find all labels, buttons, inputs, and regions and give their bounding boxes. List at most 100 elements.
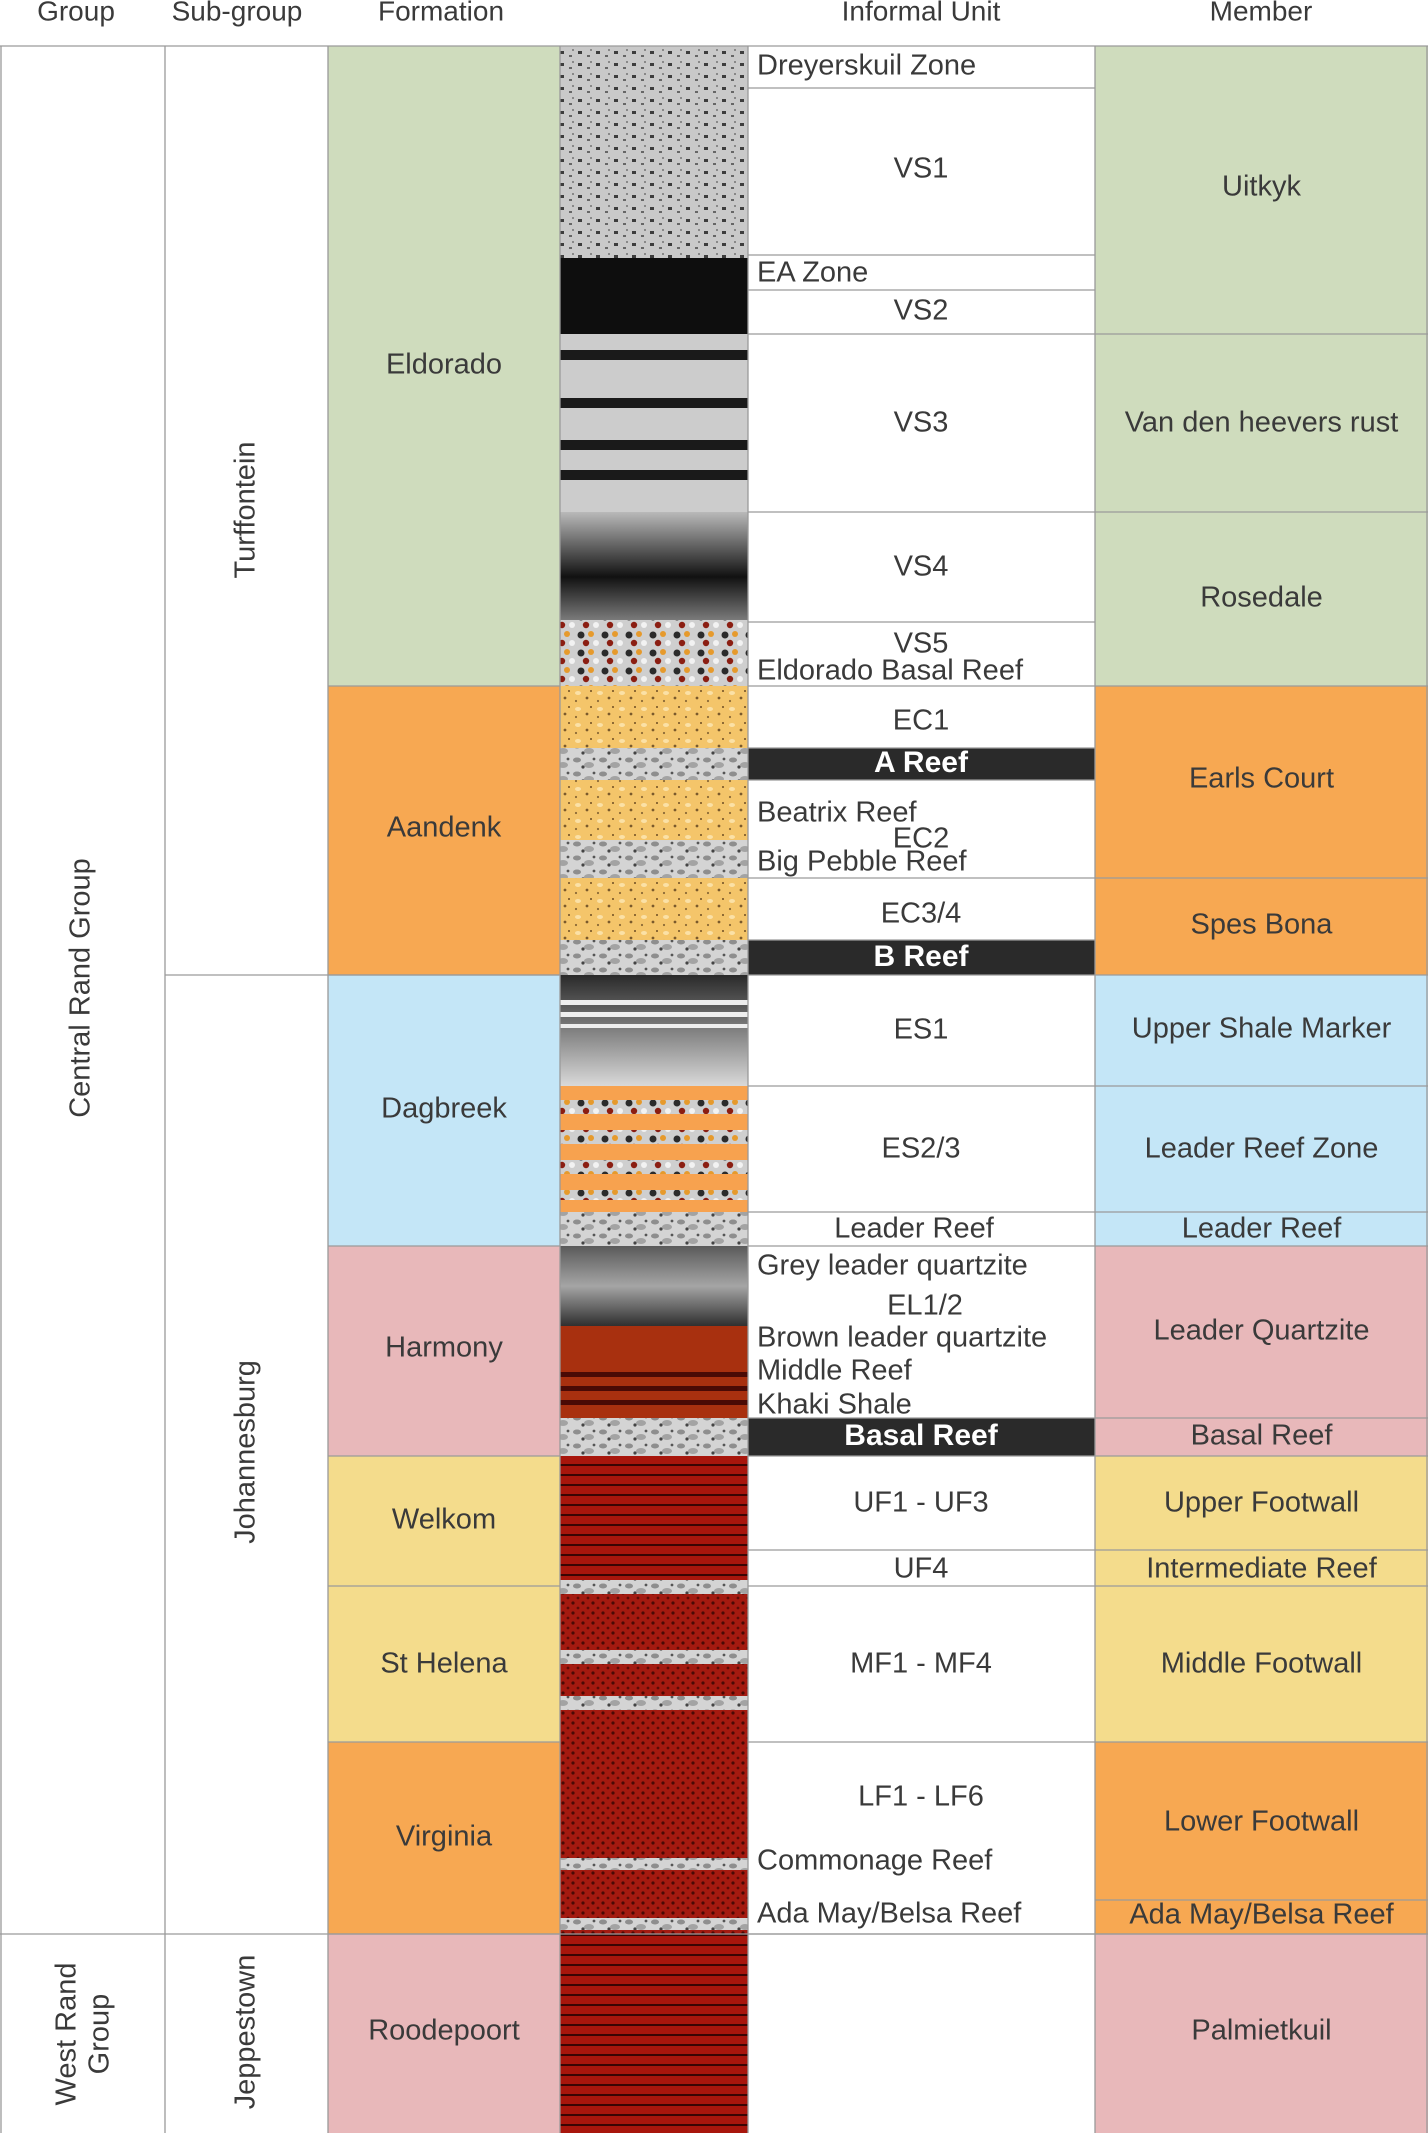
- lithology-red-stripe-2: [560, 1386, 748, 1391]
- member-label-3: Rosedale: [1200, 582, 1323, 614]
- member-cell-4: [1095, 686, 1428, 878]
- member-label-9: Leader Quartzite: [1153, 1315, 1369, 1347]
- formation-cell-8: [328, 1934, 560, 2133]
- group-label-central-rand: Central Rand Group: [65, 858, 97, 1118]
- member-cell-14: [1095, 1742, 1428, 1900]
- member-label-5: Spes Bona: [1191, 909, 1334, 941]
- subgroup-label-johannesburg: Johannesburg: [230, 1360, 262, 1544]
- informal-unit-label-4: VS2: [894, 295, 949, 327]
- lithology-footwall-reef-2: [560, 1650, 748, 1664]
- informal-unit-label-18: Leader Reef: [834, 1213, 995, 1245]
- formation-label-1: Eldorado: [386, 349, 502, 381]
- member-label-6: Upper Shale Marker: [1132, 1013, 1392, 1045]
- lithology-layer-5: [560, 620, 748, 686]
- member-cell-3: [1095, 512, 1428, 686]
- informal-unit-label-25: UF1 - UF3: [853, 1487, 988, 1519]
- informal-unit-label-1: Dreyerskuil Zone: [757, 50, 976, 82]
- member-label-14: Lower Footwall: [1164, 1806, 1359, 1838]
- lithology-layer-9: [560, 840, 748, 878]
- formation-label-2: Aandenk: [387, 812, 502, 844]
- lithology-layer-8: [560, 780, 748, 840]
- lithology-light-stripe-3: [560, 1024, 748, 1028]
- lithology-layer-7: [560, 748, 748, 780]
- subgroup-label-turffontein: Turffontein: [230, 441, 262, 578]
- member-cell-13: [1095, 1586, 1428, 1742]
- informal-unit-label-30: Ada May/Belsa Reef: [757, 1898, 1022, 1930]
- informal-unit-label-7: VS5: [894, 628, 949, 660]
- lithology-layer-14: [560, 1212, 748, 1246]
- informal-unit-label-22: Middle Reef: [757, 1355, 913, 1387]
- informal-unit-label-15: B Reef: [873, 940, 969, 973]
- informal-unit-label-5: VS3: [894, 407, 949, 439]
- lithology-layer-6: [560, 686, 748, 748]
- informal-unit-label-28: LF1 - LF6: [858, 1781, 984, 1813]
- informal-unit-label-20: EL1/2: [887, 1290, 963, 1322]
- formation-label-3: Dagbreek: [381, 1093, 507, 1125]
- informal-unit-label-17: ES2/3: [882, 1133, 961, 1165]
- lithology-layer-10: [560, 878, 748, 940]
- lithology-layer-21: [560, 1934, 748, 2133]
- member-label-1: Uitkyk: [1222, 171, 1301, 203]
- formation-cell-3: [328, 975, 560, 1246]
- member-label-8: Leader Reef: [1182, 1213, 1343, 1245]
- formation-label-8: Roodepoort: [368, 2015, 520, 2047]
- member-label-12: Intermediate Reef: [1146, 1553, 1377, 1585]
- lithology-layer-3: [560, 334, 748, 512]
- member-cell-1: [1095, 46, 1428, 334]
- member-cell-15: [1095, 1900, 1428, 1934]
- lithology-layer-2: [560, 258, 748, 334]
- informal-unit-label-12: EC2: [893, 823, 949, 855]
- lithology-light-stripe-2: [560, 1012, 748, 1017]
- lithology-pebble-stripe-1: [560, 1100, 748, 1114]
- member-cell-12: [1095, 1550, 1428, 1586]
- reef-band-9: [748, 748, 1095, 780]
- informal-unit-label-24: Basal Reef: [844, 1419, 998, 1452]
- informal-unit-label-19: Grey leader quartzite: [757, 1250, 1028, 1282]
- member-cell-10: [1095, 1418, 1428, 1456]
- member-label-15: Ada May/Belsa Reef: [1129, 1899, 1394, 1931]
- header-group: Group: [37, 0, 115, 26]
- lithology-pebble-stripe-3: [560, 1160, 748, 1174]
- reef-band-14: [748, 940, 1095, 975]
- lithology-shale-stripe-2: [560, 398, 748, 408]
- formation-label-5: Welkom: [392, 1504, 496, 1536]
- lithology-pebble-stripe-2: [560, 1130, 748, 1144]
- lithology-footwall-reef-4: [560, 1858, 748, 1870]
- formation-cell-6: [328, 1586, 560, 1742]
- informal-unit-label-14: EC3/4: [881, 898, 962, 930]
- member-label-2: Van den heevers rust: [1125, 407, 1399, 439]
- lithology-footwall-reef-5: [560, 1918, 748, 1930]
- member-label-11: Upper Footwall: [1164, 1487, 1359, 1519]
- informal-unit-label-23: Khaki Shale: [757, 1389, 912, 1421]
- member-cell-9: [1095, 1246, 1428, 1418]
- member-label-13: Middle Footwall: [1161, 1648, 1362, 1680]
- lithology-light-stripe-1: [560, 1000, 748, 1005]
- member-cell-11: [1095, 1456, 1428, 1550]
- lithology-layer-11: [560, 940, 748, 975]
- lithology-red-stripe-3: [560, 1400, 748, 1405]
- formation-cell-5: [328, 1456, 560, 1586]
- member-cell-6: [1095, 975, 1428, 1086]
- lithology-layer-17: [560, 1418, 748, 1456]
- informal-unit-label-2: VS1: [894, 153, 949, 185]
- informal-unit-label-3: EA Zone: [757, 257, 868, 289]
- informal-unit-label-26: UF4: [894, 1553, 949, 1585]
- subgroup-label-jeppestown: Jeppestown: [230, 1955, 262, 2110]
- group-label-west-rand-line-1: West Rand: [51, 1963, 83, 2106]
- lithology-red-stripe-1: [560, 1372, 748, 1377]
- formation-label-6: St Helena: [380, 1648, 508, 1680]
- lithology-layer-1: [560, 46, 748, 258]
- lithology-footwall-reef-1: [560, 1580, 748, 1594]
- member-label-16: Palmietkuil: [1191, 2015, 1331, 2047]
- informal-unit-label-8: Eldorado Basal Reef: [757, 655, 1024, 687]
- informal-unit-label-13: Big Pebble Reef: [757, 846, 968, 878]
- member-label-10: Basal Reef: [1191, 1420, 1334, 1452]
- header-member: Member: [1210, 0, 1313, 26]
- lithology-layer-12: [560, 975, 748, 1086]
- member-cell-7: [1095, 1086, 1428, 1212]
- lithology-shale-stripe-4: [560, 470, 748, 480]
- header-subgroup: Sub-group: [172, 0, 303, 26]
- lithology-layer-15: [560, 1246, 748, 1326]
- informal-unit-label-29: Commonage Reef: [757, 1845, 993, 1877]
